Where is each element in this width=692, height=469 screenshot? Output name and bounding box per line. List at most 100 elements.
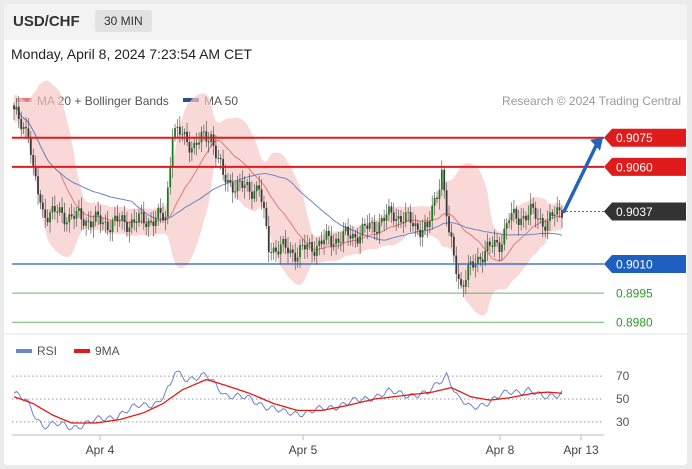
candle-body [450, 232, 453, 237]
candle-body [303, 244, 306, 250]
candle-body [380, 218, 383, 223]
candle-body [320, 240, 323, 245]
candle-body [82, 219, 85, 226]
candle-body [558, 207, 561, 211]
candle-body [397, 216, 400, 220]
candle-body [356, 237, 359, 244]
candle-body [460, 278, 462, 286]
candle-body [246, 181, 249, 185]
candle-body [58, 207, 61, 213]
symbol-label: USD/CHF [13, 13, 80, 30]
candle-body [227, 179, 229, 183]
rsi-legend-label: RSI [37, 344, 57, 358]
rsi-ma-legend-swatch [74, 349, 90, 353]
candle-body [378, 222, 381, 234]
candle-body [335, 238, 337, 245]
candle-body [121, 215, 124, 221]
candle-body [501, 244, 503, 252]
candle-body [438, 189, 441, 200]
candle-body [284, 238, 287, 248]
time-tick-label: Apr 4 [86, 443, 115, 457]
candle-body [339, 242, 342, 244]
candle-body [433, 197, 436, 206]
candle-body [145, 223, 148, 227]
candle-body [424, 221, 426, 231]
candle-body [248, 181, 251, 192]
candle-body [275, 247, 277, 252]
candle-body [77, 208, 80, 211]
candle-body [241, 180, 244, 188]
candle-body [68, 214, 71, 223]
candle-body [75, 210, 78, 219]
candle-body [92, 221, 95, 228]
candle-body [368, 222, 371, 229]
candle-body [188, 142, 191, 153]
candle-body [455, 255, 458, 274]
rsi-line [13, 370, 563, 431]
candle-body [349, 235, 352, 239]
candle-body [267, 225, 270, 253]
candle-body [272, 247, 275, 253]
level-price-tag [604, 157, 686, 176]
candle-body [414, 223, 417, 227]
candle-body [159, 208, 162, 213]
candle-body [265, 207, 268, 226]
candle-body [313, 251, 316, 256]
candle-body [315, 246, 318, 256]
candle-body [342, 231, 345, 243]
candle-body [198, 142, 200, 145]
candle-body [61, 207, 63, 213]
candle-body [126, 221, 128, 232]
candle-body [212, 134, 215, 146]
candle-body [388, 206, 390, 215]
ma50-line [13, 107, 563, 241]
candle-body [41, 202, 44, 210]
candle-body [440, 169, 443, 190]
candle-body [102, 222, 104, 225]
candle-body [452, 236, 455, 256]
candle-body [513, 208, 515, 213]
candle-body [467, 264, 470, 280]
candle-body [549, 212, 551, 222]
candle-body [364, 223, 366, 226]
candle-body [390, 206, 393, 213]
candle-body [327, 230, 330, 236]
candle-body [174, 128, 176, 139]
candle-body [488, 241, 491, 246]
candle-body [323, 239, 325, 245]
rsi-panel: 70 50 30 [12, 369, 630, 431]
candle-body [469, 261, 472, 265]
candle-body [133, 219, 136, 222]
candle-body [94, 211, 97, 222]
candle-body [351, 233, 354, 239]
candle-body [541, 218, 544, 227]
candle-body [97, 211, 100, 216]
candle-body [154, 217, 157, 227]
ma50-legend-swatch [183, 98, 199, 102]
candle-body [431, 205, 434, 221]
candle-body [479, 256, 482, 260]
candle-body [181, 134, 184, 136]
candle-body [114, 215, 116, 221]
candle-body [49, 212, 51, 223]
candle-body [344, 226, 347, 232]
timeframe-badge[interactable]: 30 MIN [95, 10, 152, 32]
candle-body [214, 145, 217, 159]
candle-body [546, 221, 549, 231]
level-price-tag [604, 254, 686, 273]
candle-body [311, 242, 313, 252]
level-price-label: 0.9075 [616, 131, 653, 145]
level-price-label: 0.9010 [616, 257, 653, 271]
candle-body [496, 240, 499, 243]
candle-body [20, 118, 23, 130]
candle-body [17, 106, 20, 119]
candle-body [90, 221, 92, 228]
candle-body [400, 216, 402, 223]
candle-body [330, 235, 333, 247]
rsi-ma-legend-label: 9MA [95, 344, 120, 358]
candle-body [436, 197, 438, 200]
projection-arrow [562, 141, 599, 214]
candle-body [520, 218, 523, 225]
candle-body [371, 221, 374, 223]
